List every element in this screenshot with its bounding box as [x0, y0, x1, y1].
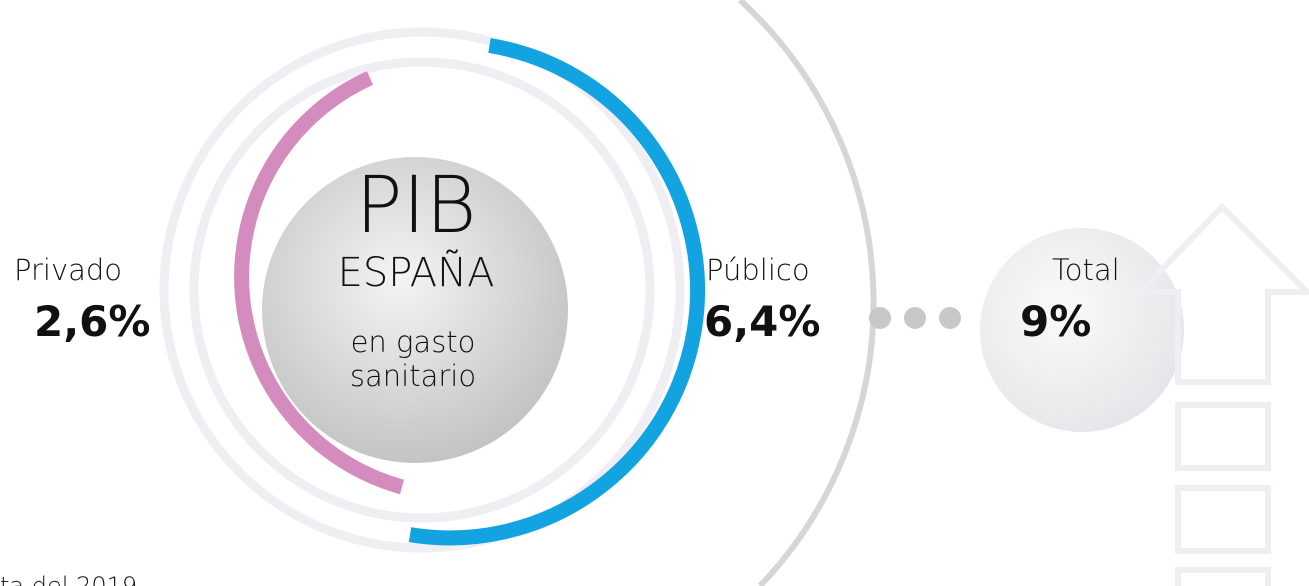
item-value: 9%: [1020, 297, 1091, 346]
item-label: Privado: [14, 253, 122, 287]
center-circle: [262, 157, 568, 463]
footnote: ta del 2019: [0, 572, 137, 586]
center-title: PIB: [355, 161, 476, 251]
inner-ring: [189, 57, 655, 523]
total-circle: [980, 228, 1184, 432]
private-arc: [234, 71, 404, 495]
dot: [869, 307, 891, 329]
center-subtitle: ESPAÑA: [338, 248, 495, 296]
outer-ring: [159, 27, 685, 553]
dot: [904, 307, 926, 329]
dot: [939, 307, 961, 329]
item-value: 6,4%: [704, 297, 820, 346]
item-label: Total: [1052, 253, 1120, 287]
center-caption: en gasto: [351, 325, 476, 359]
item-value: 2,6%: [34, 297, 150, 346]
public-arc: [408, 38, 706, 546]
item-label: Público: [706, 253, 810, 287]
center-caption: sanitario: [350, 359, 476, 393]
arrow: [1132, 202, 1309, 586]
big-arc: [737, 0, 877, 586]
